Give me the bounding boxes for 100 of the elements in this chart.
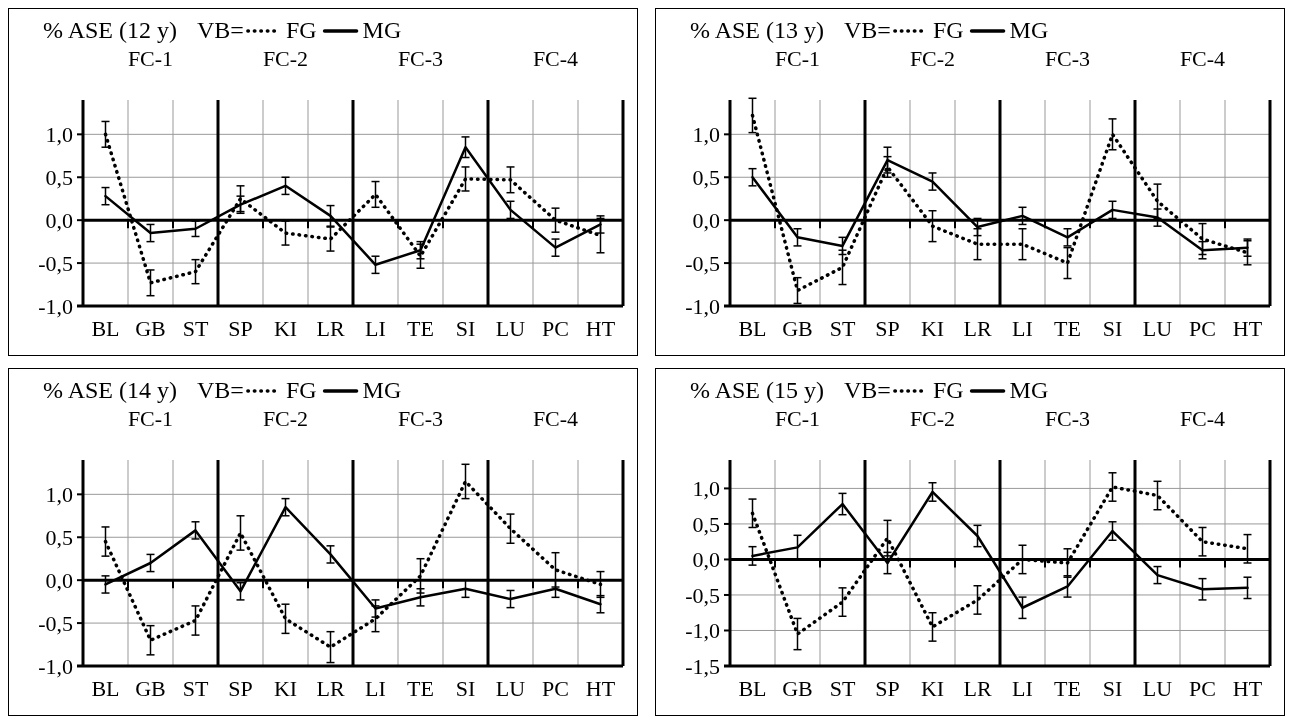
x-tick-label: LU: [495, 676, 526, 701]
text: FC-3: [1044, 46, 1091, 71]
text: FC-4: [1179, 46, 1226, 71]
x-tick-label: SP: [875, 316, 900, 341]
x-tick-label: GB: [135, 316, 166, 341]
x-tick-label: TE: [407, 316, 434, 341]
legend-label: MG: [362, 377, 402, 403]
x-tick-label: BL: [91, 676, 120, 701]
text: FC-3: [397, 46, 444, 71]
x-tick-label: LR: [316, 676, 345, 701]
y-tick-label: 1,0: [45, 122, 73, 148]
text: FC-2: [909, 406, 956, 431]
x-tick-label: KI: [273, 316, 298, 341]
y-tick-label: 0,0: [692, 547, 720, 573]
x-tick-label: TE: [407, 676, 434, 701]
text: FC-1: [127, 46, 174, 71]
x-tick-label: LR: [316, 316, 345, 341]
x-tick-label: BL: [738, 316, 767, 341]
chart-title: % ASE (12 y): [43, 17, 177, 43]
text: FC-2: [909, 46, 956, 71]
text: FC-3: [1044, 406, 1091, 431]
legend-label: MG: [1009, 17, 1049, 43]
x-tick-label: LI: [1012, 316, 1033, 341]
y-tick-label: -1,0: [685, 293, 720, 319]
x-tick-label: SP: [228, 316, 253, 341]
x-tick-label: PC: [542, 676, 569, 701]
x-tick-label: HT: [1232, 676, 1263, 701]
y-tick-label: 0,5: [45, 524, 73, 550]
x-tick-label: TE: [1054, 316, 1081, 341]
x-tick-label: PC: [1189, 676, 1216, 701]
x-tick-label: LI: [365, 676, 386, 701]
y-tick-label: -0,5: [685, 250, 720, 276]
x-tick-label: LU: [495, 316, 526, 341]
legend-label: FG: [932, 377, 964, 403]
x-tick-label: BL: [738, 676, 767, 701]
y-tick-label: -1,0: [38, 293, 73, 319]
text: FC-1: [774, 46, 821, 71]
legend-title: VB=: [197, 17, 244, 43]
text: FC-2: [262, 406, 309, 431]
legend-title: VB=: [844, 377, 891, 403]
x-tick-label: GB: [782, 676, 813, 701]
text: FC-4: [1179, 406, 1226, 431]
x-tick-label: SP: [875, 676, 900, 701]
x-tick-label: GB: [135, 676, 166, 701]
x-tick-label: LI: [1012, 676, 1033, 701]
x-tick-label: SI: [1102, 676, 1123, 701]
x-tick-label: SI: [1102, 316, 1123, 341]
x-tick-label: HT: [1232, 316, 1263, 341]
text: FC-4: [532, 46, 579, 71]
x-tick-label: KI: [273, 676, 298, 701]
x-tick-label: HT: [585, 676, 616, 701]
legend-title: VB=: [197, 377, 244, 403]
x-tick-label: ST: [182, 676, 209, 701]
text: FC-3: [397, 406, 444, 431]
y-tick-label: -0,5: [685, 582, 720, 608]
text: FC-4: [532, 406, 579, 431]
legend-label: FG: [932, 17, 964, 43]
y-tick-label: -0,5: [38, 610, 73, 636]
chart-title: % ASE (14 y): [43, 377, 177, 403]
x-tick-label: GB: [782, 316, 813, 341]
x-tick-label: LU: [1142, 676, 1173, 701]
x-tick-label: TE: [1054, 676, 1081, 701]
x-tick-label: SI: [455, 676, 476, 701]
x-tick-label: PC: [1189, 316, 1216, 341]
y-tick-label: 0,5: [692, 511, 720, 537]
legend-label: MG: [1009, 377, 1049, 403]
text: FC-2: [262, 46, 309, 71]
x-tick-label: PC: [542, 316, 569, 341]
y-tick-label: 0,5: [692, 164, 720, 190]
x-tick-label: LR: [963, 316, 992, 341]
y-tick-label: 0,0: [45, 567, 73, 593]
text: FC-1: [774, 406, 821, 431]
x-tick-label: SP: [228, 676, 253, 701]
y-tick-label: -1,0: [685, 618, 720, 644]
y-tick-label: -1,5: [685, 653, 720, 679]
legend-title: VB=: [844, 17, 891, 43]
chart-title: % ASE (15 y): [690, 377, 824, 403]
x-tick-label: ST: [829, 316, 856, 341]
x-tick-label: KI: [920, 316, 945, 341]
y-tick-label: 0,0: [45, 207, 73, 233]
x-tick-label: LI: [365, 316, 386, 341]
y-tick-label: 1,0: [692, 476, 720, 502]
y-tick-label: -1,0: [38, 653, 73, 679]
chart-title: % ASE (13 y): [690, 17, 824, 43]
x-tick-label: BL: [91, 316, 120, 341]
y-tick-label: 1,0: [45, 482, 73, 508]
legend-label: MG: [362, 17, 402, 43]
x-tick-label: SI: [455, 316, 476, 341]
y-tick-label: -0,5: [38, 250, 73, 276]
y-tick-label: 0,0: [692, 207, 720, 233]
x-tick-label: LR: [963, 676, 992, 701]
x-tick-label: HT: [585, 316, 616, 341]
y-tick-label: 1,0: [692, 122, 720, 148]
legend-label: FG: [285, 377, 317, 403]
x-tick-label: LU: [1142, 316, 1173, 341]
x-tick-label: ST: [829, 676, 856, 701]
legend-label: FG: [285, 17, 317, 43]
text: FC-1: [127, 406, 174, 431]
x-tick-label: KI: [920, 676, 945, 701]
x-tick-label: ST: [182, 316, 209, 341]
